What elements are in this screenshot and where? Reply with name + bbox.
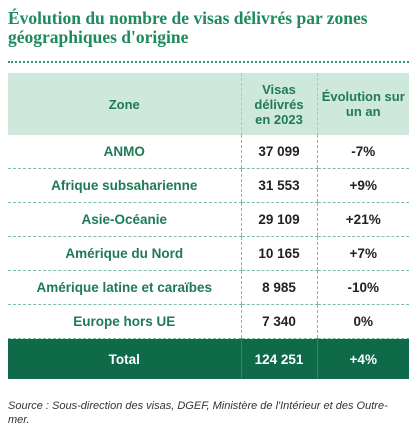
visas-cell: 8 985 — [240, 270, 317, 305]
table-row: Asie-Océanie 29 109 +21% — [8, 202, 409, 237]
zone-cell: Amérique du Nord — [8, 236, 241, 271]
table-row: Amérique du Nord 10 165 +7% — [8, 236, 409, 271]
zone-cell: Europe hors UE — [8, 304, 241, 339]
evolution-cell: +7% — [316, 236, 409, 271]
total-visas: 124 251 — [240, 338, 317, 379]
visas-cell: 31 553 — [240, 168, 317, 203]
visas-cell: 10 165 — [240, 236, 317, 271]
evolution-cell: 0% — [316, 304, 409, 339]
zone-cell: ANMO — [8, 135, 241, 169]
visas-cell: 37 099 — [240, 135, 317, 169]
visa-table: Zone Visas délivrés en 2023 Évolution su… — [8, 73, 409, 379]
zone-cell: Afrique subsaharienne — [8, 168, 241, 203]
header-visas: Visas délivrés en 2023 — [240, 73, 317, 135]
header-row: Zone Visas délivrés en 2023 Évolution su… — [8, 73, 409, 135]
evolution-cell: +21% — [316, 202, 409, 237]
total-label: Total — [8, 338, 241, 379]
table-row: Afrique subsaharienne 31 553 +9% — [8, 168, 409, 203]
table-row: Europe hors UE 7 340 0% — [8, 304, 409, 339]
evolution-cell: +9% — [316, 168, 409, 203]
evolution-cell: -7% — [316, 135, 409, 169]
zone-cell: Asie-Océanie — [8, 202, 241, 237]
table-title: Évolution du nombre de visas délivrés pa… — [8, 8, 368, 47]
visas-cell: 29 109 — [240, 202, 317, 237]
header-evolution: Évolution sur un an — [316, 73, 409, 135]
table-row: ANMO 37 099 -7% — [8, 135, 409, 169]
total-evolution: +4% — [316, 338, 409, 379]
visa-table-container: Zone Visas délivrés en 2023 Évolution su… — [8, 73, 409, 379]
header-zone: Zone — [8, 73, 241, 135]
evolution-cell: -10% — [316, 270, 409, 305]
visas-cell: 7 340 — [240, 304, 317, 339]
zone-cell: Amérique latine et caraïbes — [8, 270, 241, 305]
title-divider — [8, 61, 409, 63]
table-row: Amérique latine et caraïbes 8 985 -10% — [8, 270, 409, 305]
source-note: Source : Sous-direction des visas, DGEF,… — [8, 400, 388, 426]
total-row: Total 124 251 +4% — [8, 338, 409, 379]
